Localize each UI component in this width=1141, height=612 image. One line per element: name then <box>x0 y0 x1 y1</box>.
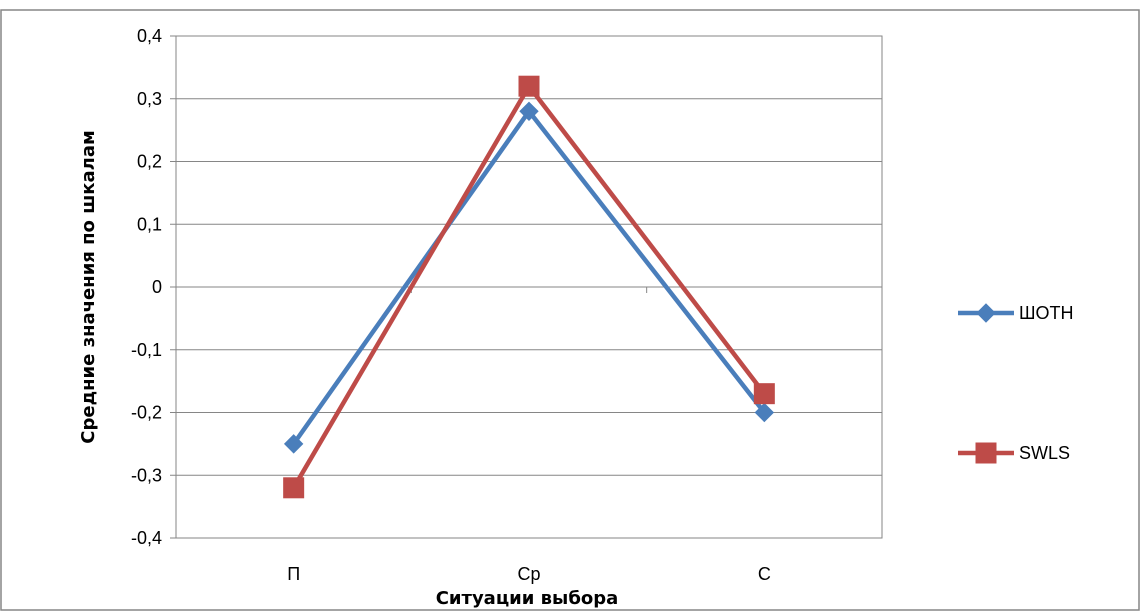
legend-item-0: ШОТН <box>958 303 1074 323</box>
y-tick-label: -0,1 <box>131 340 162 360</box>
x-axis-title: Ситуации выбора <box>436 588 619 609</box>
x-tick-label: П <box>287 564 300 584</box>
data-point <box>754 402 775 423</box>
y-tick-label: 0,4 <box>137 26 162 46</box>
legend-marker <box>976 303 996 323</box>
y-tick-label: 0,2 <box>137 152 162 172</box>
x-tick-label: Ср <box>517 564 540 584</box>
y-tick-label: 0 <box>152 277 162 297</box>
legend: ШОТН SWLS <box>958 303 1074 464</box>
legend-label: ШОТН <box>1019 303 1074 323</box>
x-tick-label: С <box>758 564 771 584</box>
data-point <box>518 75 540 97</box>
y-tick-label: -0,2 <box>131 403 162 423</box>
legend-item-1: SWLS <box>958 442 1070 464</box>
chart-border <box>0 9 1140 611</box>
y-tick-label: -0,3 <box>131 465 162 485</box>
y-axis-title: Средние значения по шкалам <box>78 130 99 443</box>
data-point <box>753 383 775 405</box>
y-tick-label: 0,3 <box>137 89 162 109</box>
legend-label: SWLS <box>1019 443 1070 463</box>
x-axis-ticks: П Ср С <box>175 287 883 584</box>
series-0 <box>283 101 775 454</box>
y-tick-label: -0,4 <box>131 528 162 548</box>
data-point <box>283 434 304 454</box>
y-axis-ticks: -0,4 -0,3 -0,2 -0,1 0 0,1 0,2 0,3 0,4 <box>131 26 176 548</box>
data-point <box>283 477 305 499</box>
y-tick-label: 0,1 <box>137 214 162 234</box>
legend-marker <box>975 442 997 464</box>
series-group <box>283 75 775 499</box>
data-point <box>519 101 539 122</box>
series-1 <box>283 75 775 499</box>
